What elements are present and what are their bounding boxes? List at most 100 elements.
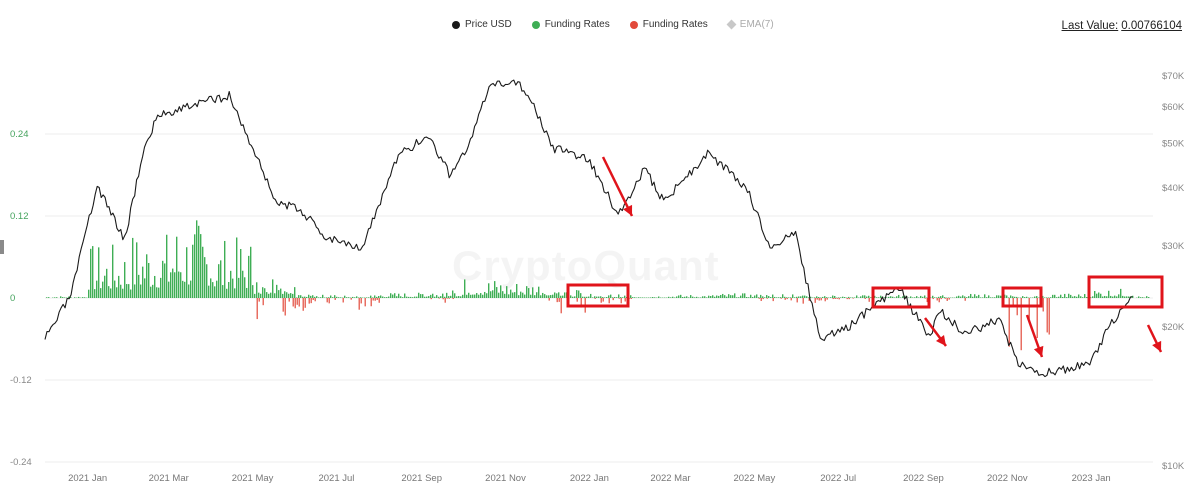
funding-rate-bar-positive [74, 297, 76, 298]
funding-rate-bar-positive [304, 296, 306, 298]
funding-rate-bar-negative [302, 298, 304, 311]
funding-rate-bar-positive [476, 293, 478, 298]
funding-rate-bar-positive [530, 294, 532, 298]
funding-rate-bar-positive [1124, 296, 1126, 298]
funding-rate-bar-positive [1064, 293, 1066, 298]
funding-rate-bar-positive [1010, 295, 1012, 298]
funding-rate-bar-positive [1036, 296, 1038, 298]
funding-rate-bar-positive [826, 297, 828, 298]
funding-rate-bar-negative [334, 298, 336, 300]
legend-funding-negative-marker [629, 20, 638, 29]
funding-rate-bar-positive [970, 293, 972, 298]
funding-rate-bar-positive [320, 297, 322, 298]
funding-rate-bar-positive [582, 296, 584, 298]
funding-rate-bar-positive [936, 297, 938, 298]
funding-rate-bar-positive [508, 294, 510, 298]
funding-rate-bar-positive [214, 286, 216, 298]
funding-rate-bar-positive [346, 297, 348, 298]
funding-rate-bar-positive [640, 297, 642, 298]
funding-rate-bar-positive [742, 293, 744, 298]
funding-rate-bar-positive [424, 296, 426, 298]
funding-rate-bar-positive [1066, 297, 1068, 298]
funding-rate-bar-positive [452, 290, 454, 298]
funding-rate-bar-positive [138, 274, 140, 298]
funding-rate-bar-positive [312, 295, 314, 298]
funding-rate-bar-positive [736, 297, 738, 298]
legend-item-ema[interactable]: EMA(7) [726, 19, 774, 30]
funding-rate-bar-positive [478, 294, 480, 298]
funding-rate-bar-positive [840, 297, 842, 298]
funding-rate-bar-negative [1020, 298, 1022, 351]
funding-rate-bar-positive [416, 296, 418, 298]
funding-rate-bar-positive [510, 289, 512, 298]
funding-rate-bar-positive [832, 295, 834, 298]
funding-rate-bar-positive [914, 297, 916, 298]
funding-rate-bar-negative [452, 298, 454, 300]
scroll-handle[interactable] [0, 240, 4, 254]
funding-rate-bar-positive [1090, 297, 1092, 298]
funding-rate-bar-positive [250, 246, 252, 298]
funding-rate-bar-negative [836, 298, 838, 299]
funding-rate-bar-positive [222, 285, 224, 298]
legend-item-funding-positive[interactable]: Funding Rates [531, 19, 610, 30]
funding-rate-bar-positive [704, 296, 706, 298]
funding-rate-bar-positive [992, 297, 994, 298]
funding-rate-bar-positive [758, 297, 760, 298]
funding-rate-bar-positive [272, 279, 274, 298]
funding-rate-bar-positive [732, 295, 734, 298]
funding-rate-bar-positive [854, 297, 856, 298]
funding-rate-bar-positive [692, 296, 694, 298]
funding-rate-bar-positive [64, 297, 66, 298]
funding-rate-bar-positive [798, 296, 800, 298]
funding-rate-bar-positive [524, 294, 526, 298]
funding-rate-bar-positive [706, 297, 708, 298]
funding-rate-bar-negative [620, 298, 622, 304]
funding-rate-bar-positive [552, 294, 554, 298]
right-axis-tick-label: $70K [1162, 71, 1185, 82]
funding-rate-bar-positive [642, 297, 644, 298]
funding-rate-bar-positive [584, 296, 586, 298]
funding-rate-bar-positive [544, 294, 546, 298]
funding-rate-bar-positive [974, 294, 976, 298]
funding-rate-bar-positive [734, 293, 736, 298]
funding-rate-bar-positive [818, 296, 820, 298]
funding-rate-bar-positive [596, 296, 598, 298]
funding-rate-bar-positive [784, 296, 786, 298]
funding-rate-bar-positive [786, 297, 788, 298]
funding-rate-bar-positive [548, 295, 550, 298]
funding-rate-bar-positive [532, 287, 534, 298]
funding-rate-bar-positive [1120, 288, 1122, 298]
funding-rate-bar-negative [946, 298, 948, 301]
funding-rate-bar-positive [896, 296, 898, 298]
funding-rate-bar-negative [284, 298, 286, 316]
funding-rate-bar-positive [932, 295, 934, 298]
funding-rate-bar-positive [1016, 296, 1018, 298]
funding-rate-bar-positive [1084, 294, 1086, 298]
funding-rate-bar-positive [1112, 296, 1114, 298]
legend-item-funding-negative[interactable]: Funding Rates [629, 19, 708, 30]
funding-rate-bar-negative [1046, 298, 1048, 333]
funding-rate-bar-positive [678, 295, 680, 298]
funding-rate-bar-positive [256, 282, 258, 298]
funding-rate-bar-positive [230, 270, 232, 298]
funding-rate-bar-positive [796, 296, 798, 298]
funding-rate-bar-positive [750, 294, 752, 298]
funding-rate-bar-positive [572, 296, 574, 298]
funding-rate-bar-positive [1110, 295, 1112, 298]
funding-rate-bar-positive [814, 297, 816, 298]
funding-rate-bar-positive [682, 297, 684, 298]
funding-rate-bar-positive [512, 292, 514, 298]
funding-rate-bar-positive [438, 296, 440, 298]
funding-rate-bar-positive [88, 289, 90, 298]
funding-rate-bar-positive [206, 264, 208, 298]
funding-rate-bar-positive [100, 288, 102, 298]
funding-rate-bar-positive [1014, 296, 1016, 298]
funding-rate-bar-positive [1078, 294, 1080, 298]
funding-rate-bar-positive [920, 295, 922, 298]
funding-rate-bar-positive [956, 296, 958, 298]
legend-item-price[interactable]: Price USD [452, 19, 512, 30]
legend-price-label: Price USD [465, 19, 512, 30]
funding-rate-bar-negative [304, 298, 306, 308]
funding-rate-bar-positive [912, 297, 914, 298]
funding-rate-bar-positive [594, 296, 596, 298]
